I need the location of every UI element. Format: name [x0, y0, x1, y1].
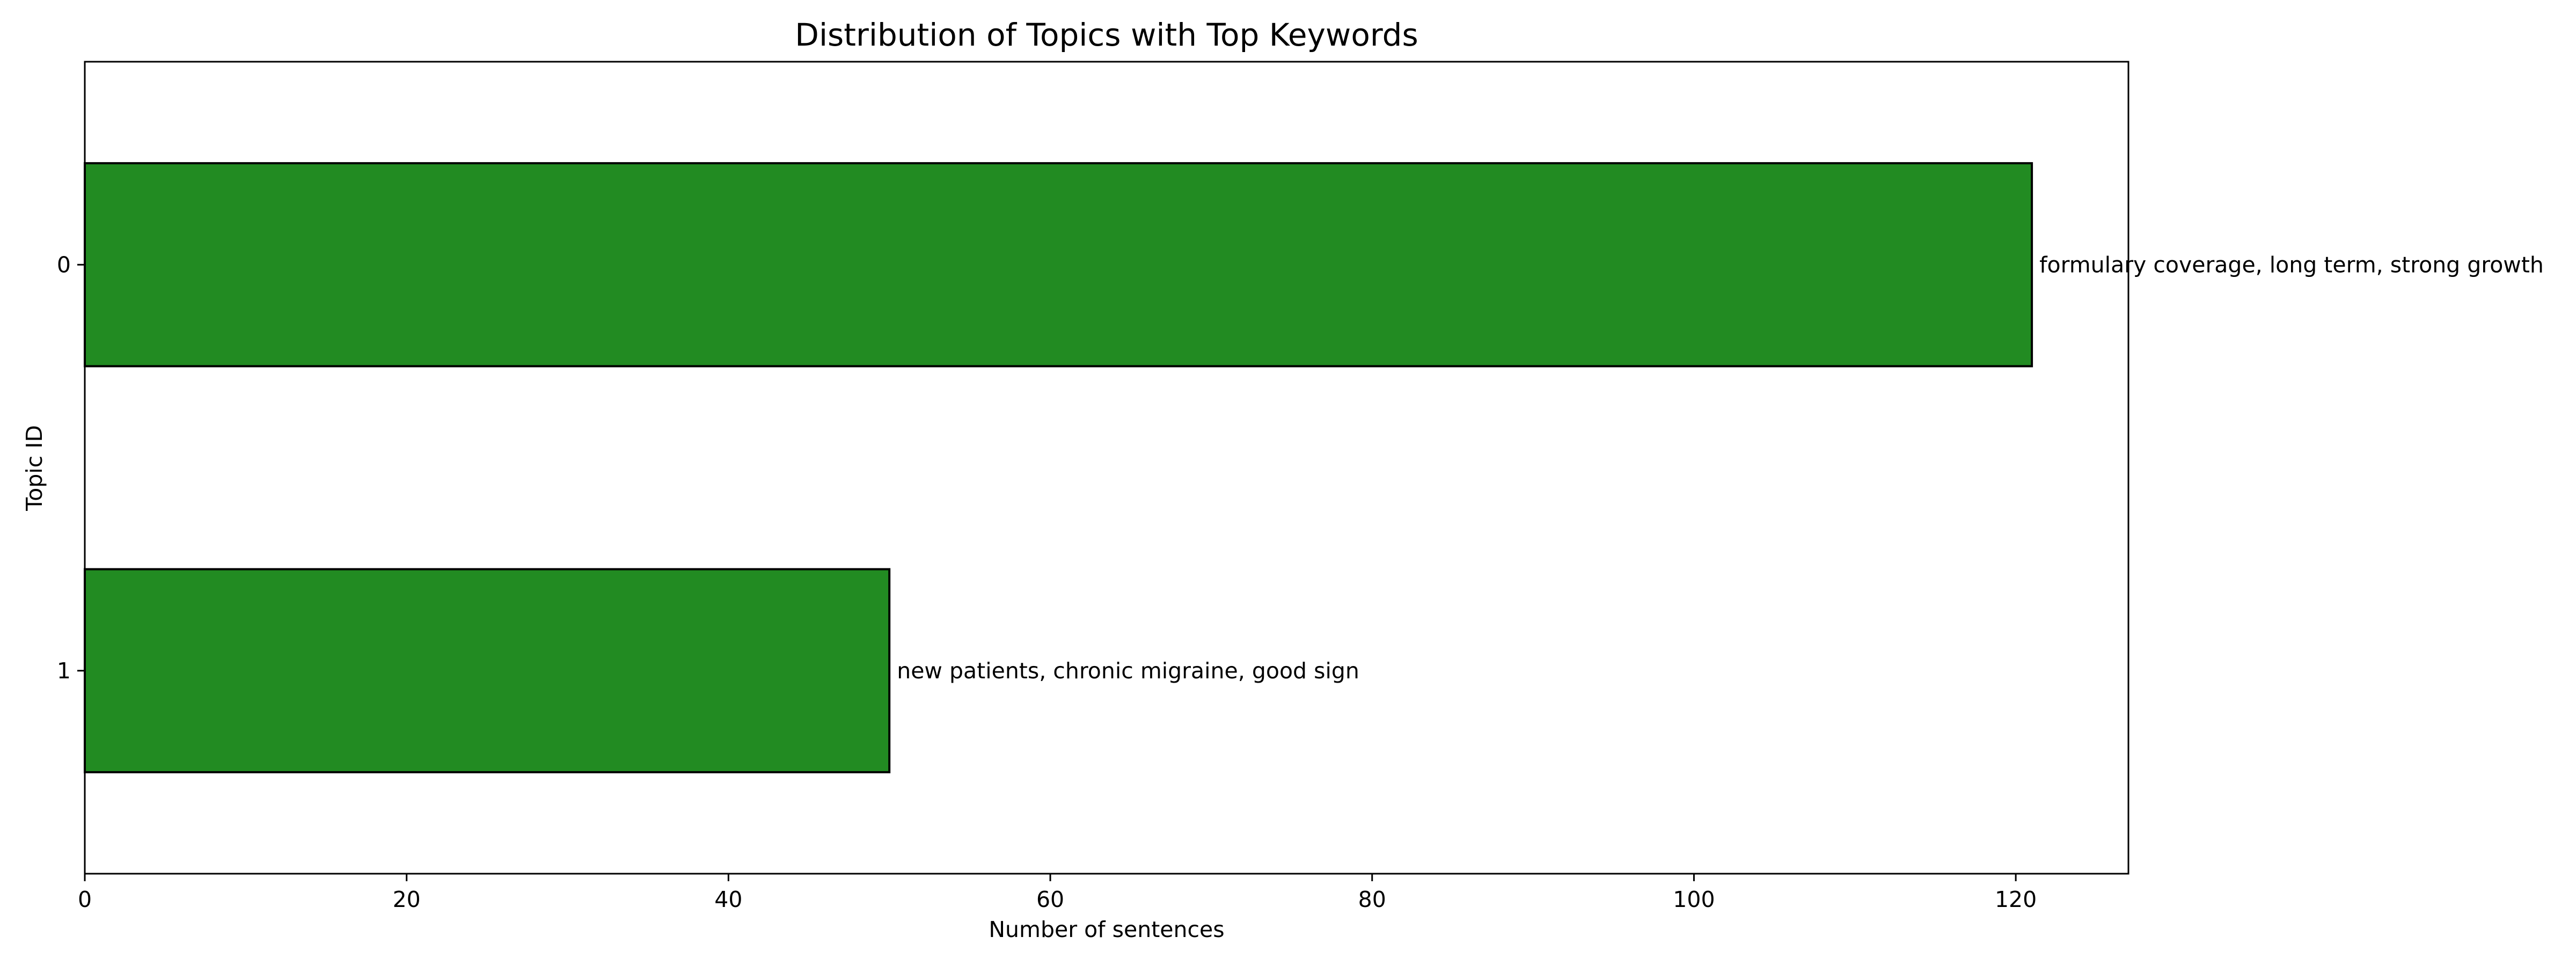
chart-title: Distribution of Topics with Top Keywords [795, 17, 1418, 53]
y-axis-ticks: 01 [57, 252, 85, 684]
x-tick-label: 0 [78, 887, 92, 912]
x-tick-label: 20 [393, 887, 421, 912]
y-axis-label: Topic ID [21, 425, 47, 511]
x-tick-label: 120 [1995, 887, 2037, 912]
x-tick-label: 100 [1673, 887, 1715, 912]
x-axis-label: Number of sentences [989, 917, 1224, 942]
x-axis-ticks: 0 20 40 60 80 100 120 [78, 874, 2037, 912]
bar-data-label: formulary coverage, long term, strong gr… [2039, 252, 2544, 277]
x-tick-label: 60 [1036, 887, 1064, 912]
y-tick-label: 0 [57, 252, 71, 277]
plot-frame [84, 61, 2129, 875]
y-tick-label: 1 [57, 658, 71, 684]
bar-topic-1 [84, 568, 891, 773]
bar-data-label: new patients, chronic migraine, good sig… [897, 658, 1359, 684]
bar-topic-0 [84, 162, 2033, 368]
x-tick-label: 80 [1358, 887, 1386, 912]
x-tick-label: 40 [714, 887, 742, 912]
bars-layer: formulary coverage, long term, strong gr… [84, 162, 2544, 773]
